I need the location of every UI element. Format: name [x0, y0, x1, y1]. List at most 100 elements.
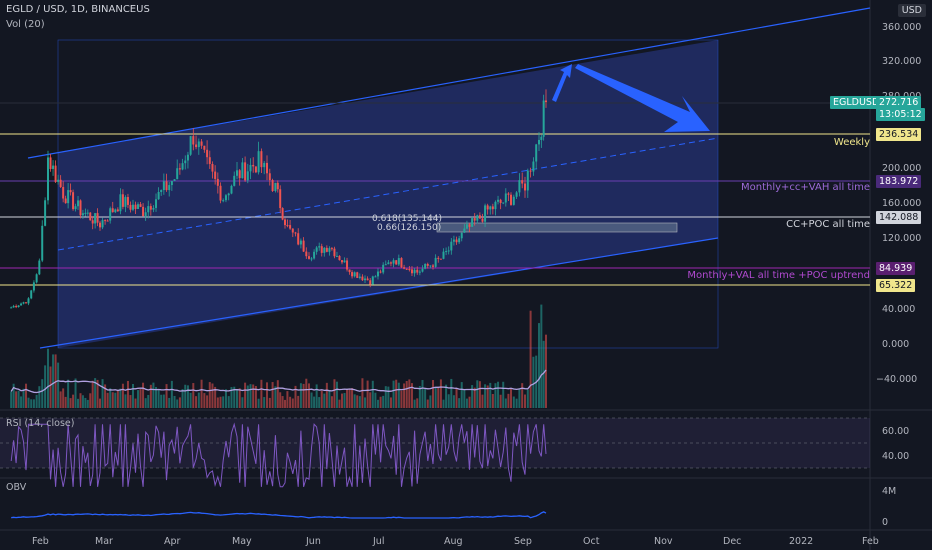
candle-body [323, 247, 326, 253]
channel-upper-line [27, 7, 871, 159]
volume-bar [81, 395, 84, 408]
volume-bar [91, 380, 94, 408]
candle-body [192, 136, 195, 145]
candle-body [32, 282, 35, 291]
candle-body [54, 165, 57, 182]
volume-bar [434, 386, 437, 408]
volume-bar [35, 394, 38, 408]
candle-body [369, 280, 372, 285]
volume-bar [545, 334, 547, 408]
candle-body [418, 271, 421, 273]
rsi-title[interactable]: RSI (14, close) [6, 418, 75, 429]
candle-body [529, 170, 532, 172]
candle-body [376, 271, 379, 277]
candle-body [489, 206, 492, 210]
volume-bar [478, 381, 481, 408]
volume-bar [274, 386, 277, 408]
currency-label[interactable]: USD [897, 4, 926, 17]
candle-body [507, 193, 510, 195]
volume-bar [328, 390, 331, 408]
candle-body [101, 220, 104, 228]
symbol-header[interactable]: EGLD / USD, 1D, BINANCEUS [6, 4, 150, 15]
volume-bar [364, 397, 367, 408]
candle-body [236, 170, 238, 176]
volume-bar [139, 389, 142, 408]
rsi-tick: 60.00 [882, 426, 909, 437]
volume-bar [424, 388, 427, 408]
candle-body [330, 248, 333, 250]
volume-bar [510, 388, 512, 408]
volume-bar [214, 386, 217, 408]
candle-body [49, 157, 52, 169]
volume-bar [502, 381, 505, 408]
price-tick: 200.000 [882, 163, 921, 174]
candle-body [241, 162, 244, 179]
candle-body [310, 258, 313, 260]
volume-bar [219, 396, 222, 408]
volume-bar [241, 397, 244, 408]
volume-group [10, 304, 547, 408]
candle-body [121, 194, 124, 207]
candle-body [109, 208, 112, 221]
volume-bar [279, 392, 282, 408]
candle-body [515, 192, 518, 197]
candle-body [59, 179, 62, 188]
volume-bar [32, 399, 35, 408]
candle-body [486, 205, 489, 210]
candle-body [426, 263, 429, 266]
volume-bar [408, 379, 411, 408]
obv-title[interactable]: OBV [6, 482, 27, 493]
time-tick: Apr [164, 536, 181, 547]
volume-bar [302, 383, 305, 408]
volume-bar [392, 380, 395, 408]
volume-bar [67, 379, 70, 408]
candle-body [89, 212, 92, 221]
volume-indicator-label[interactable]: Vol (20) [6, 19, 45, 30]
candle-body [181, 163, 184, 170]
candle-body [114, 209, 117, 213]
volume-bar [340, 393, 343, 408]
candle-body [144, 212, 147, 217]
candle-body [460, 232, 463, 239]
volume-bar [131, 383, 134, 408]
candle-body [20, 303, 23, 306]
candle-body [284, 219, 286, 226]
candle-body [447, 250, 450, 252]
candle-body [432, 265, 435, 267]
volume-bar [460, 382, 463, 408]
candle-body [173, 179, 176, 182]
volume-bar [38, 386, 41, 408]
weekly-price-label: 236.534 [876, 128, 922, 141]
time-tick: Jun [305, 536, 321, 547]
volume-bar [463, 389, 466, 408]
volume-bar [252, 384, 255, 408]
candle-body [374, 276, 377, 278]
candle-body [35, 274, 38, 283]
volume-bar [17, 390, 20, 408]
price-tick: 0.000 [882, 339, 909, 350]
time-tick: Feb [32, 536, 49, 547]
candle-body [532, 161, 535, 172]
volume-bar [281, 396, 284, 408]
volume-bar [121, 383, 124, 408]
volume-bar [318, 397, 321, 408]
candle-body [157, 191, 160, 200]
volume-bar [134, 398, 137, 408]
candle-body [499, 199, 502, 203]
candle-body [52, 165, 55, 169]
candle-body [437, 257, 440, 259]
candle-body [279, 189, 282, 209]
candle-body [442, 251, 445, 259]
candle-body [104, 220, 107, 222]
channel-box-outline [57, 39, 719, 349]
candle-body [320, 246, 323, 253]
volume-bar [15, 391, 18, 408]
candle-body [219, 185, 222, 201]
candle-body [126, 197, 129, 205]
candle-body [160, 190, 163, 192]
time-tick: Feb [862, 536, 879, 547]
volume-bar [119, 388, 122, 408]
candle-body [260, 151, 263, 168]
volume-bar [374, 392, 377, 408]
